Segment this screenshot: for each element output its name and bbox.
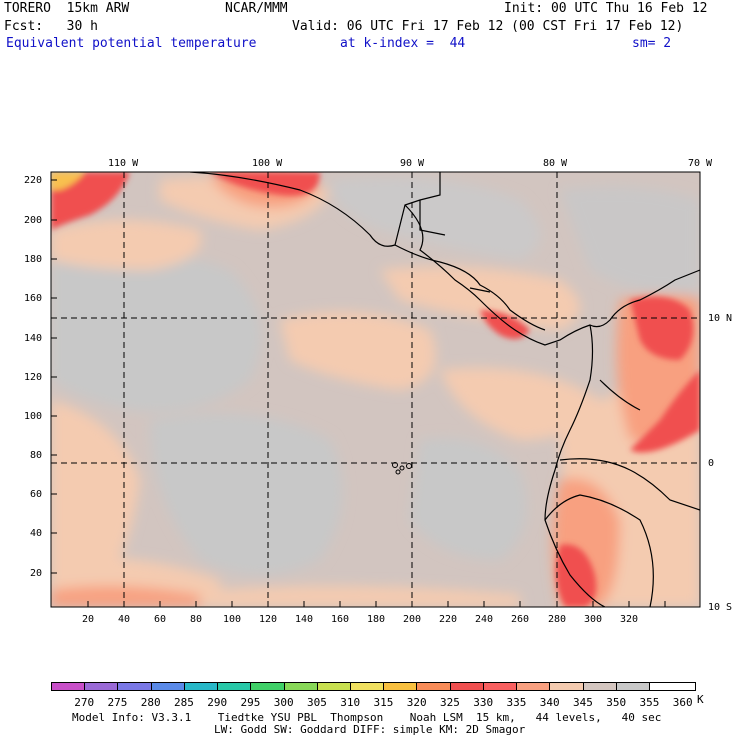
colorbar-unit: K [697, 693, 704, 706]
colorbar-label: 270 [74, 696, 95, 709]
x-label-80: 80 [190, 614, 203, 625]
y-label-60: 60 [30, 489, 43, 500]
colorbar-swatch [550, 683, 584, 690]
colorbar-swatch [251, 683, 285, 690]
colorbar-swatch [85, 683, 119, 690]
colorbar-swatch [284, 683, 318, 690]
colorbar-label: 285 [174, 696, 194, 709]
field-name: Equivalent potential temperature [6, 36, 257, 51]
colorbar-swatch [483, 683, 518, 690]
y-label-40: 40 [30, 528, 43, 539]
field-shading [51, 172, 700, 607]
colorbar-label: 295 [240, 696, 261, 709]
x-label-220: 220 [439, 614, 458, 625]
model-info: Model Info: V3.3.1 Tiedtke YSU PBL Thomp… [72, 711, 662, 724]
colorbar-swatch [517, 683, 551, 690]
colorbar-label: 280 [140, 696, 161, 709]
x-label-180: 180 [367, 614, 386, 625]
y-label-20: 20 [30, 568, 43, 579]
y-label-180: 180 [24, 254, 43, 265]
colorbar-swatch [218, 683, 252, 690]
valid-time: Valid: 06 UTC Fri 17 Feb 12 (00 CST Fri … [292, 19, 684, 34]
lat-label-10n: 10 N [708, 313, 733, 324]
physics-info: LW: Godd SW: Goddard DIFF: simple KM: 2D… [214, 723, 526, 736]
colorbar-swatch [52, 683, 86, 690]
colorbar-label: 350 [606, 696, 627, 709]
institution: NCAR/MMM [225, 1, 288, 16]
colorbar-label: 325 [440, 696, 460, 709]
level-info: at k-index = 44 [340, 36, 466, 51]
colorbar-label: 300 [273, 696, 294, 709]
x-label-120: 120 [259, 614, 278, 625]
colorbar-label: 310 [340, 696, 361, 709]
colorbar-label: 305 [307, 696, 327, 709]
colorbar-swatch [151, 683, 185, 690]
forecast-hour: Fcst: 30 h [4, 19, 98, 34]
colorbar-swatch [350, 683, 385, 690]
colorbar-label: 345 [573, 696, 593, 709]
colorbar-label: 275 [107, 696, 128, 709]
x-label-140: 140 [295, 614, 314, 625]
axis-ticks [51, 179, 666, 607]
lon-label-100w: 100 W [252, 158, 283, 169]
y-label-140: 140 [24, 333, 43, 344]
lon-label-70w: 70 W [688, 158, 713, 169]
colorbar-label: 355 [639, 696, 660, 709]
model-name: TORERO 15km ARW [4, 1, 130, 16]
y-label-100: 100 [24, 411, 43, 422]
colorbar-label: 360 [672, 696, 693, 709]
colorbar-swatch [616, 683, 650, 690]
colorbar-swatch [417, 683, 451, 690]
y-label-80: 80 [30, 450, 43, 461]
colorbar-label: 340 [539, 696, 560, 709]
colorbar-label: 290 [207, 696, 228, 709]
y-label-120: 120 [24, 372, 43, 383]
colorbar-swatch [583, 683, 617, 690]
colorbar-swatch [317, 683, 351, 690]
colorbar-label: 330 [473, 696, 494, 709]
y-label-200: 200 [24, 215, 43, 226]
colorbar-swatch [450, 683, 484, 690]
x-label-240: 240 [475, 614, 494, 625]
x-label-60: 60 [154, 614, 167, 625]
lat-label-0: 0 [708, 458, 715, 469]
colorbar-label: 315 [373, 696, 394, 709]
colorbar-label: 320 [406, 696, 427, 709]
x-label-160: 160 [331, 614, 350, 625]
lat-label-10s: 10 S [708, 602, 733, 613]
y-label-220: 220 [24, 175, 43, 186]
x-label-260: 260 [511, 614, 530, 625]
y-label-160: 160 [24, 293, 43, 304]
colorbar-swatch [384, 683, 418, 690]
graticule [51, 172, 700, 607]
colorbar [51, 682, 696, 691]
smoothing-info: sm= 2 [632, 36, 672, 51]
x-label-20: 20 [82, 614, 95, 625]
x-label-200: 200 [403, 614, 422, 625]
x-label-300: 300 [584, 614, 603, 625]
x-label-100: 100 [223, 614, 242, 625]
init-time: Init: 00 UTC Thu 16 Feb 12 [504, 1, 708, 16]
colorbar-swatch [118, 683, 152, 690]
colorbar-label: 335 [506, 696, 527, 709]
colorbar-swatch [649, 683, 696, 690]
coastlines [189, 172, 700, 607]
lon-label-90w: 90 W [400, 158, 425, 169]
lon-label-110w: 110 W [108, 158, 139, 169]
lon-label-80w: 80 W [543, 158, 568, 169]
x-label-320: 320 [620, 614, 639, 625]
x-label-280: 280 [548, 614, 567, 625]
colorbar-swatch [184, 683, 219, 690]
x-label-40: 40 [118, 614, 131, 625]
